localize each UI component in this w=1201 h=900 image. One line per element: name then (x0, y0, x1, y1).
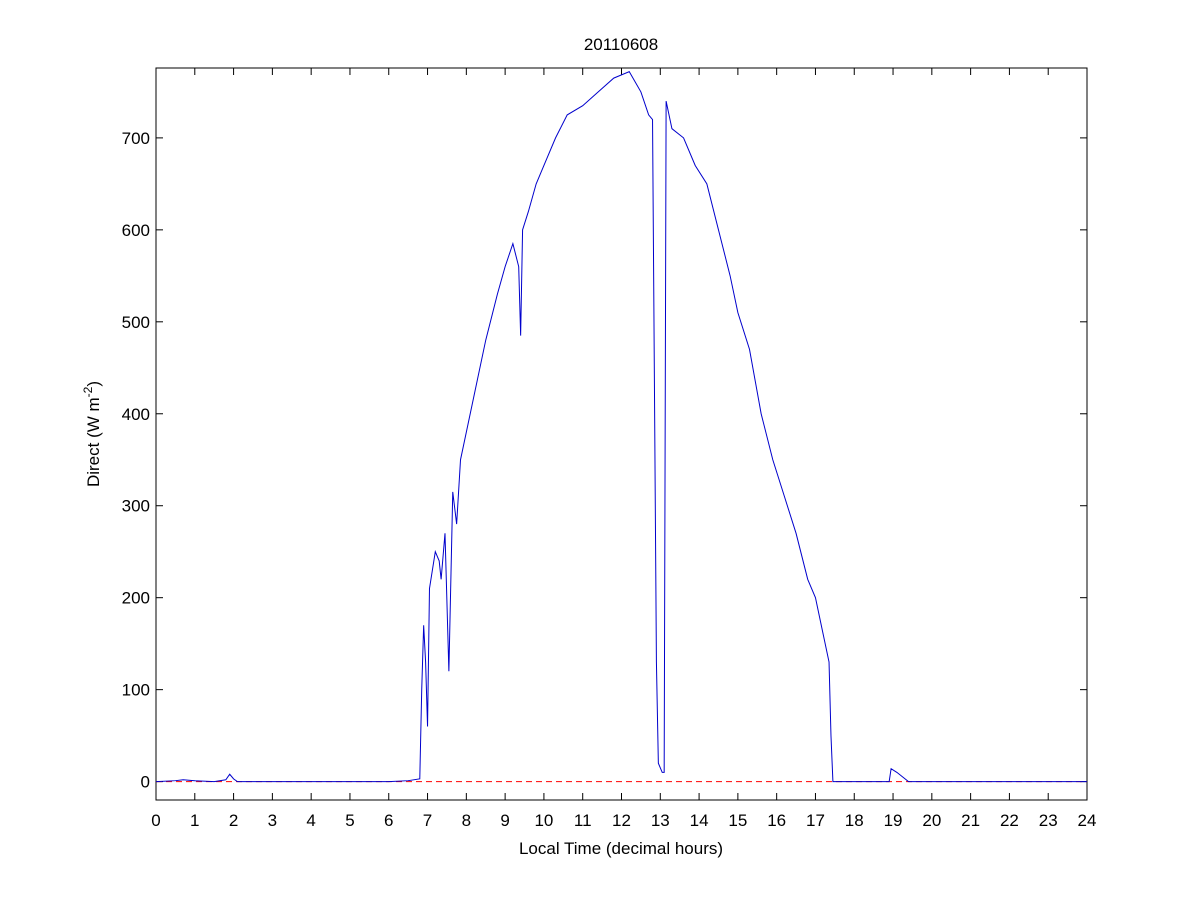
y-tick-label: 500 (122, 313, 150, 332)
y-tick-label: 700 (122, 129, 150, 148)
x-tick-label: 17 (806, 811, 825, 830)
x-tick-label: 16 (767, 811, 786, 830)
y-tick-label: 0 (141, 773, 150, 792)
x-tick-label: 11 (574, 811, 592, 830)
x-tick-label: 7 (423, 811, 432, 830)
plot-area (155, 67, 1088, 801)
x-tick-label: 23 (1039, 811, 1058, 830)
y-label-suffix: ) (84, 381, 103, 387)
x-tick-label: 13 (651, 811, 670, 830)
x-tick-label: 22 (1000, 811, 1019, 830)
x-tick-label: 14 (690, 811, 709, 830)
x-tick-label: 18 (845, 811, 864, 830)
y-tick-label: 300 (122, 497, 150, 516)
chart-title: 20110608 (584, 35, 658, 54)
x-tick-label: 4 (306, 811, 315, 830)
x-tick-label: 15 (728, 811, 747, 830)
y-tick-label: 600 (122, 221, 150, 240)
y-axis-label: Direct (W m-2) (81, 381, 103, 487)
x-tick-label: 2 (229, 811, 238, 830)
x-tick-label: 21 (961, 811, 980, 830)
x-tick-label: 20 (922, 811, 941, 830)
x-tick-label: 1 (190, 811, 199, 830)
x-tick-label: 9 (500, 811, 509, 830)
y-tick-label: 200 (122, 589, 150, 608)
y-label-sup: -2 (81, 386, 95, 397)
x-tick-label: 10 (534, 811, 553, 830)
x-tick-label: 19 (884, 811, 903, 830)
x-axis-label: Local Time (decimal hours) (519, 839, 723, 858)
x-tick-label: 24 (1078, 811, 1097, 830)
y-label-text: Direct (W m (84, 397, 103, 487)
data-line (155, 71, 1087, 783)
x-tick-label: 3 (268, 811, 277, 830)
x-tick-label: 5 (345, 811, 354, 830)
x-tick-label: 8 (462, 811, 471, 830)
x-tick-label: 6 (384, 811, 393, 830)
y-tick-label: 400 (122, 405, 150, 424)
y-tick-label: 100 (122, 681, 150, 700)
x-tick-label: 12 (612, 811, 631, 830)
x-tick-label: 0 (151, 811, 160, 830)
